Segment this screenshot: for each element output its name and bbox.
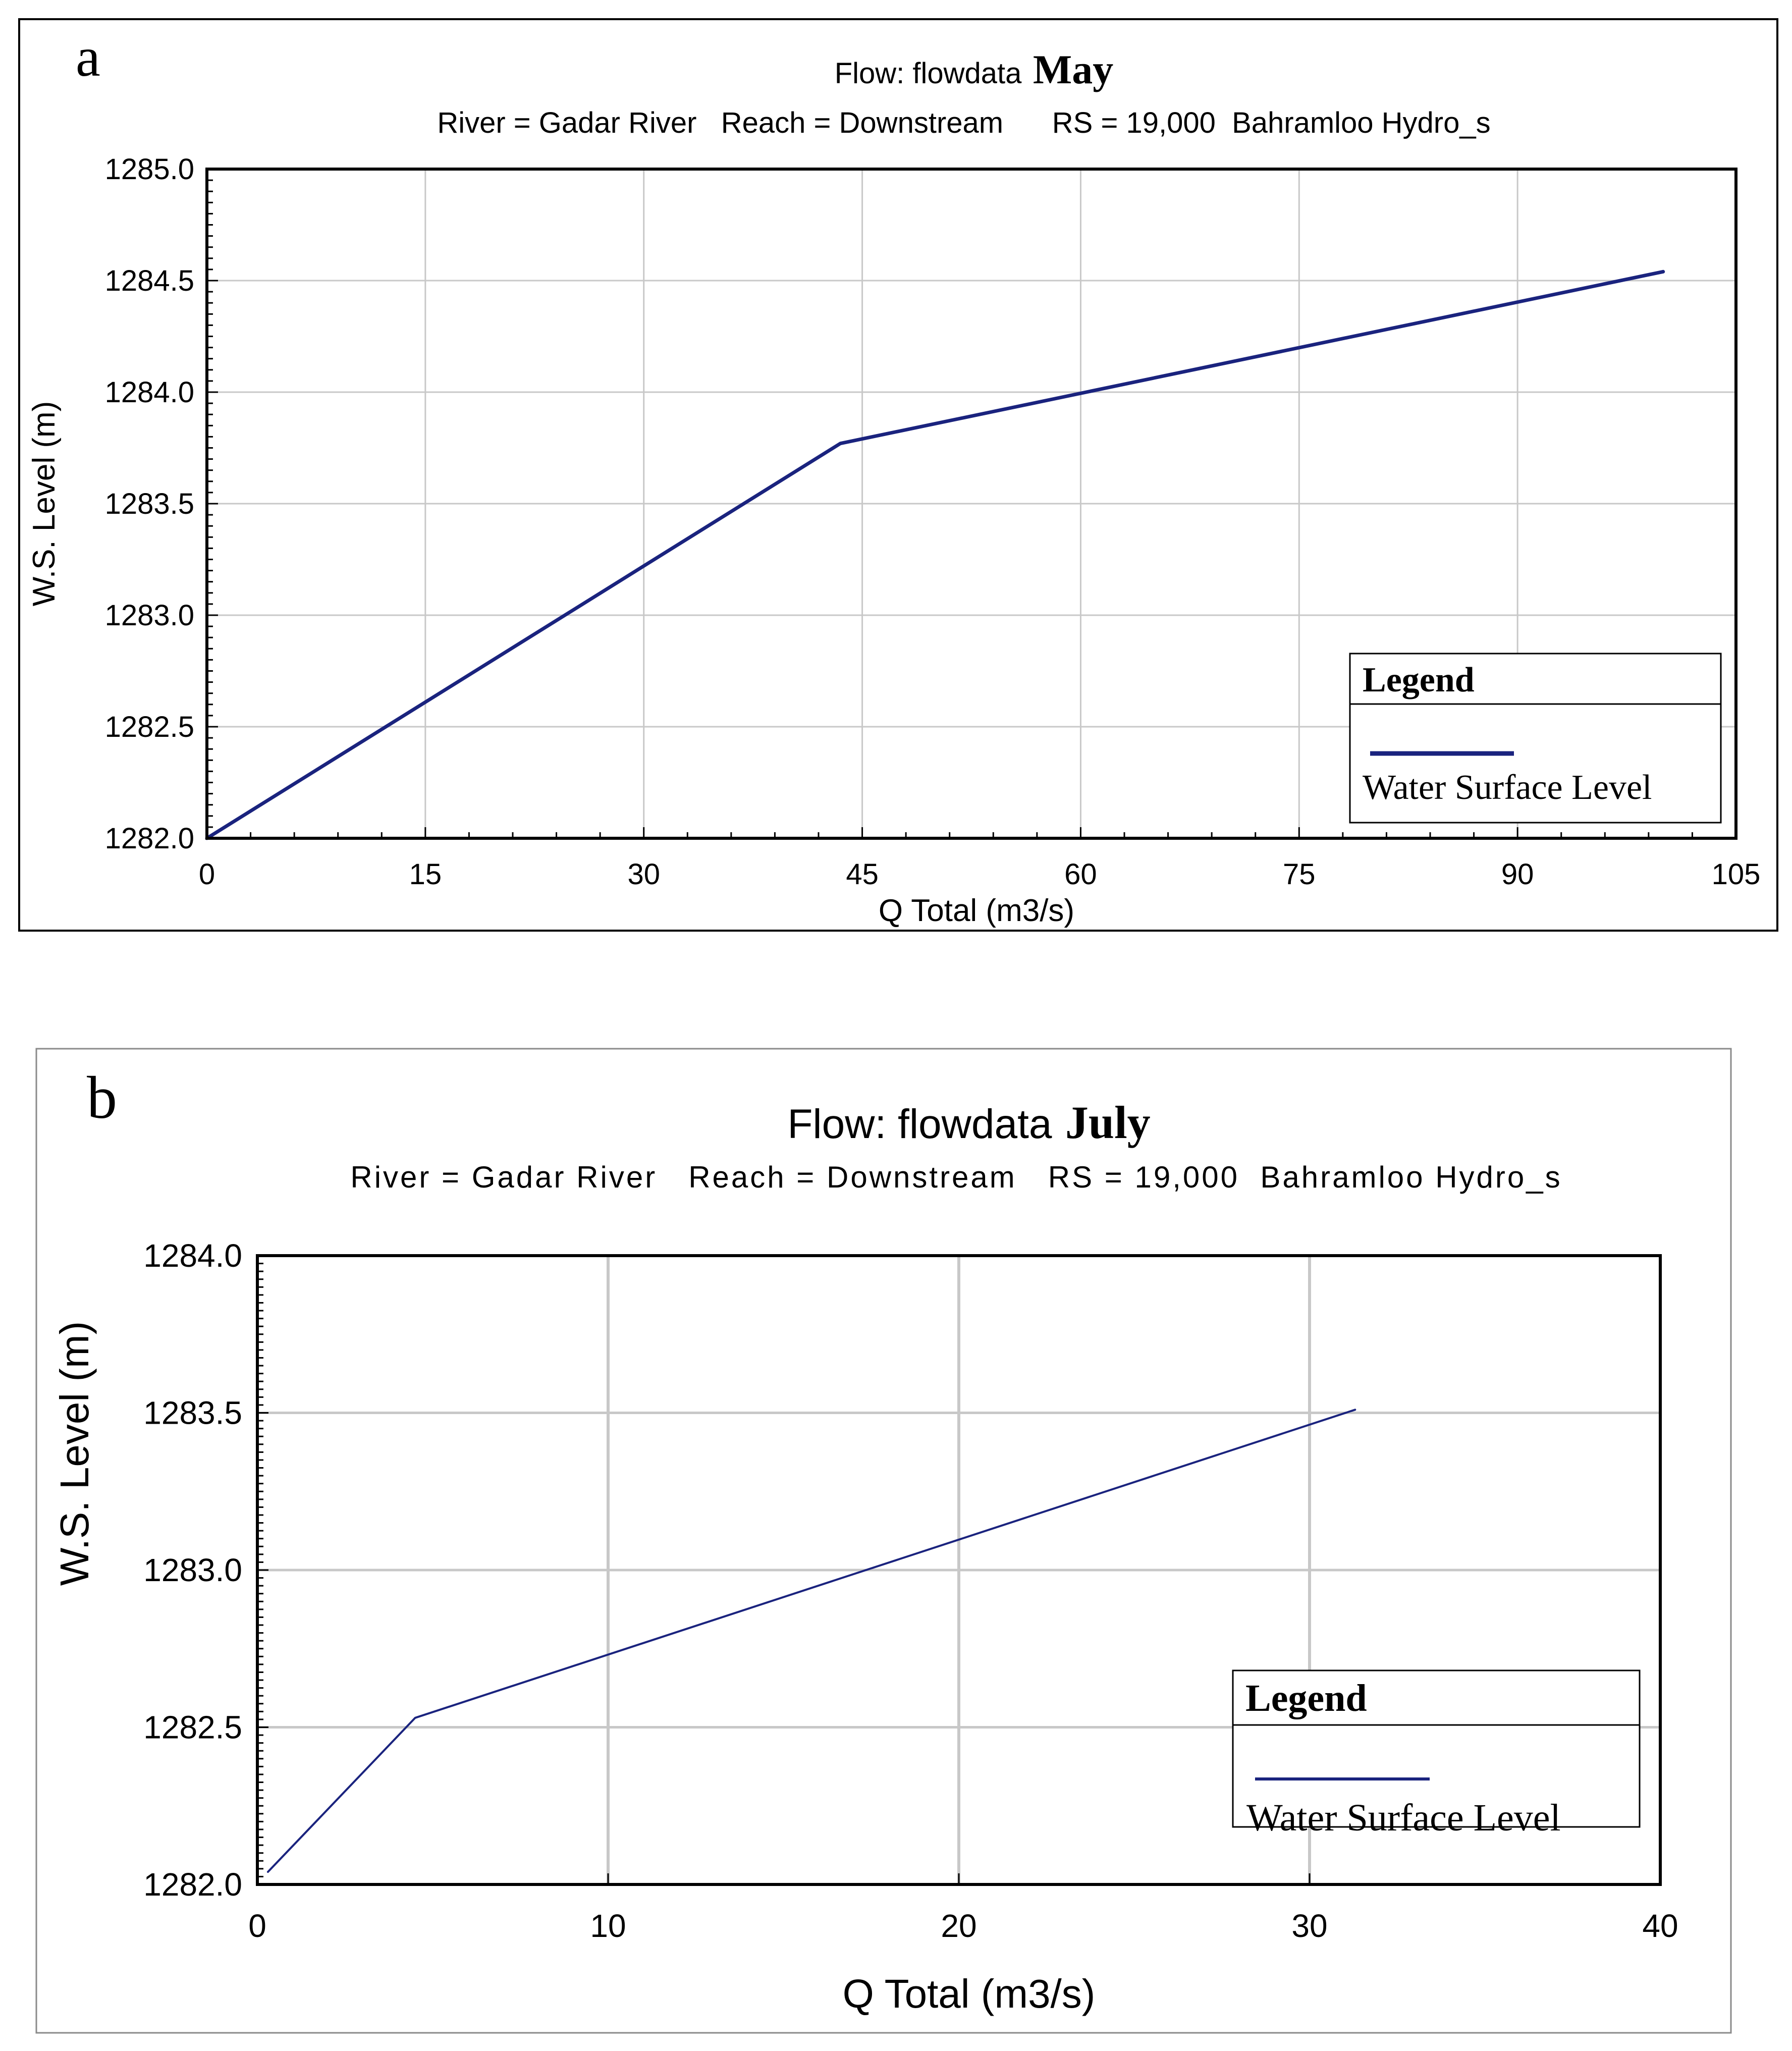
panel-b-title: Flow: flowdata July	[787, 1097, 1150, 1148]
plot-a-xtick-label: 105	[1712, 858, 1761, 891]
plot-a-xtick-label: 60	[1064, 858, 1097, 891]
plot-b-legend-box	[1232, 1669, 1641, 1828]
plot-a-ytick-label: 1283.5	[105, 488, 194, 520]
plot-b-legend-label: Water Surface Level	[1246, 1797, 1561, 1839]
plot-b-ticks: 0 10 20 30 40 1282.0 1282.5 1283.0 1283.5 1284.0	[143, 1237, 1678, 1944]
plot-a-legend-title: Legend	[1363, 661, 1475, 699]
plot-b-ytick-label: 1282.0	[143, 1866, 242, 1903]
plot-b-ytick-label: 1284.0	[143, 1237, 242, 1274]
plot-b-series-line	[266, 1409, 1356, 1873]
plot-b-xtick-label: 20	[941, 1908, 976, 1944]
plot-a-xtick-label: 45	[846, 858, 879, 891]
plot-a-ytick-label: 1285.0	[105, 153, 194, 186]
plot-a-ytick-label: 1283.0	[105, 599, 194, 632]
plot-b-ytick-label: 1282.5	[143, 1709, 242, 1746]
plot-a-gridlines	[207, 169, 1736, 838]
plot-a-xtick-label: 15	[409, 858, 442, 891]
plot-a-ylabel: W.S. Level (m)	[27, 401, 62, 607]
plot-a-ytick-label: 1282.0	[105, 822, 194, 855]
panel-b-frame	[35, 1048, 1732, 2034]
plot-a-ytick-label: 1282.5	[105, 711, 194, 743]
plot-a-xtick-label: 90	[1501, 858, 1534, 891]
plot-b-xtick-label: 40	[1642, 1908, 1678, 1944]
plot-a-ticks: 0 15 30 45 60 75 90 105 1282.0 1282.5 1283.0 1283.5…	[105, 153, 1761, 891]
panel-a-title-month: May	[1033, 46, 1113, 92]
panel-b-title-month: July	[1065, 1097, 1151, 1148]
panel-a-title: Flow: flowdata May	[835, 46, 1114, 92]
plot-a-xtick-label: 30	[627, 858, 660, 891]
plot-a-ytick-label: 1284.5	[105, 264, 194, 297]
panel-b-letter: b	[87, 1064, 117, 1131]
plot-b-series	[266, 1409, 1356, 1873]
plot-a-series	[205, 269, 1665, 840]
plot-a-area-frame	[205, 168, 1737, 840]
panel-a-subtitle: River = Gadar River Reach = Downstream R…	[437, 106, 1490, 139]
plot-b-ytick-label: 1283.0	[143, 1552, 242, 1588]
plot-b-ytick-label: 1283.5	[143, 1395, 242, 1431]
plot-b-xtick-label: 0	[248, 1908, 266, 1944]
panel-a-title-prefix: Flow: flowdata	[835, 57, 1022, 90]
plot-a-legend-box	[1349, 653, 1722, 824]
plot-b-ylabel: W.S. Level (m)	[52, 1321, 97, 1586]
panel-b-subtitle: River = Gadar River Reach = Downstream R…	[350, 1160, 1562, 1194]
plot-b-xtick-label: 10	[590, 1908, 626, 1944]
panel-b-title-prefix: Flow: flowdata	[787, 1101, 1052, 1147]
plot-b-area-frame	[256, 1254, 1662, 1886]
panel-a-letter: a	[76, 26, 100, 88]
plot-b-xlabel: Q Total (m3/s)	[843, 1971, 1096, 2016]
plot-b-xtick-label: 30	[1291, 1908, 1327, 1944]
plot-a-ytick-label: 1284.0	[105, 376, 194, 409]
plot-a-legend-label: Water Surface Level	[1363, 768, 1652, 807]
plot-b-legend: Legend Water Surface Level	[1232, 1669, 1641, 1839]
plot-a-xtick-label: 75	[1283, 858, 1316, 891]
plot-a-xlabel: Q Total (m3/s)	[879, 893, 1074, 928]
plot-a-series-line	[205, 269, 1665, 840]
plot-a-legend: Legend Water Surface Level	[1349, 653, 1722, 824]
plot-b-legend-title: Legend	[1245, 1677, 1367, 1719]
panel-a: a Flow: flowdata May River = Gadar River…	[18, 18, 1778, 932]
panel-b: b Flow: flowdata July River = Gadar Rive…	[35, 1048, 1732, 2034]
plot-a-xtick-label: 0	[199, 858, 215, 891]
